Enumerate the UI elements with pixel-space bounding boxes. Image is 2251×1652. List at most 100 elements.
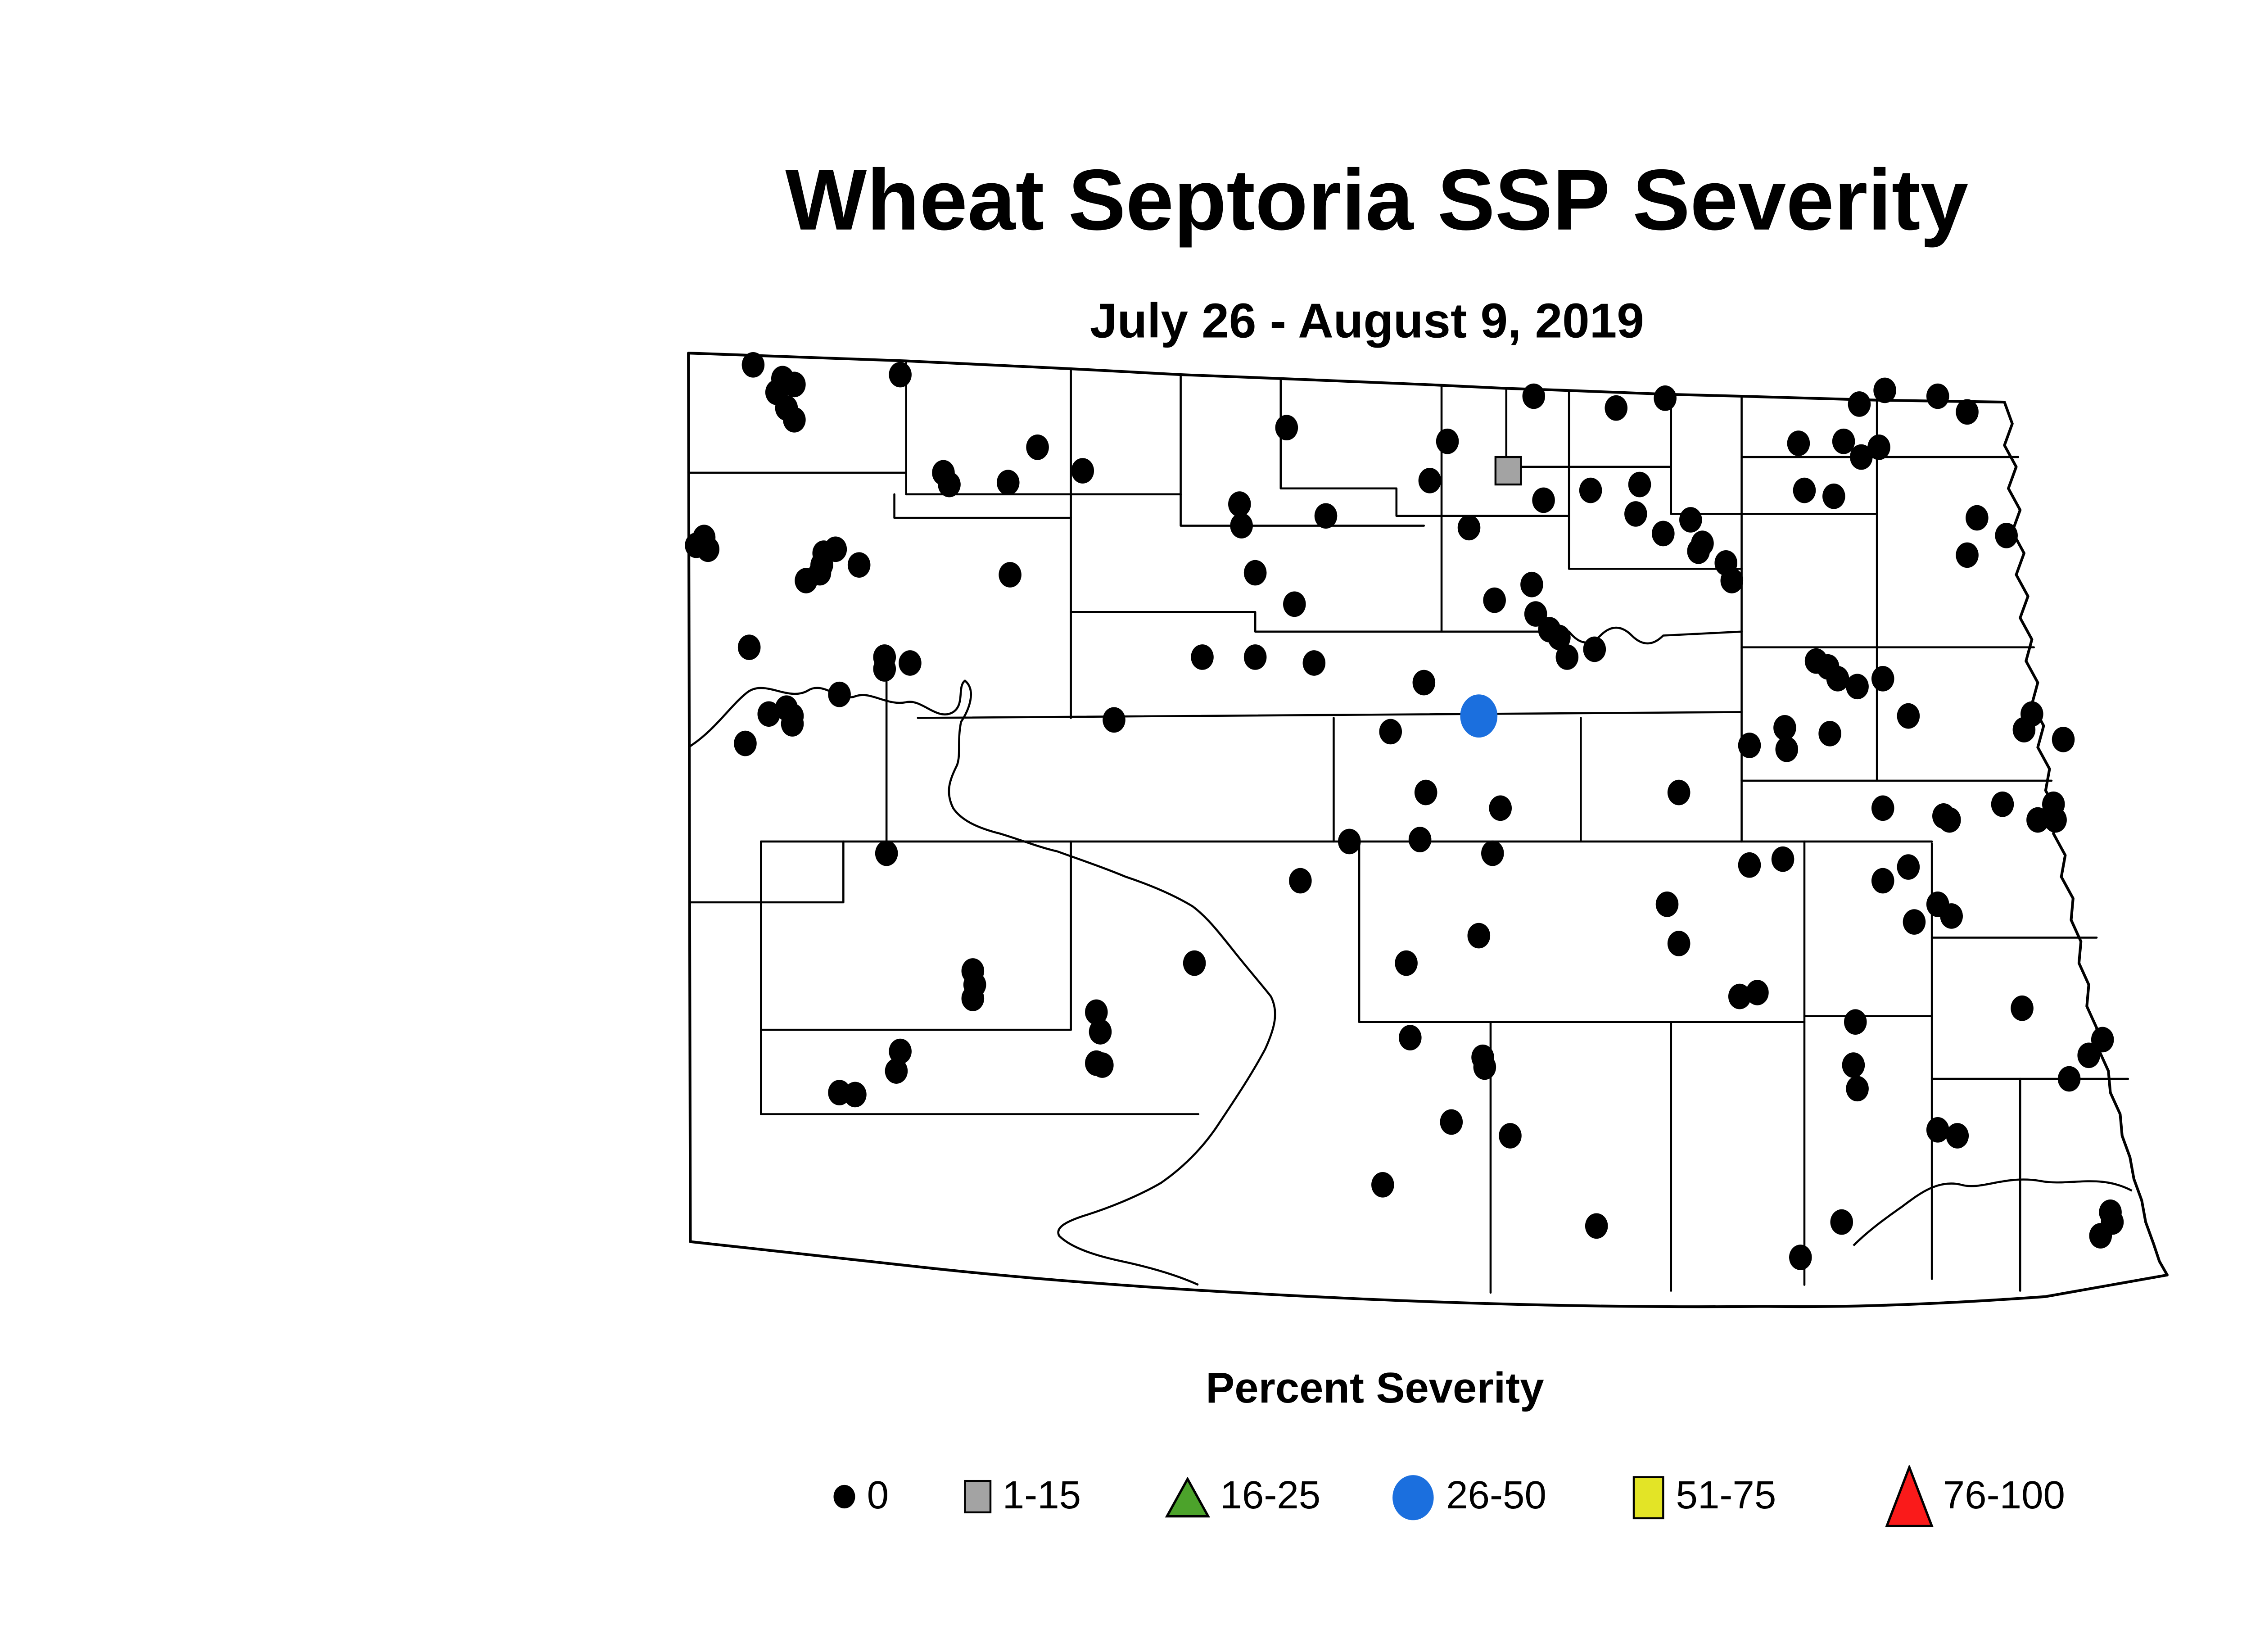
map-point-severity-0: [2026, 807, 2049, 833]
map-point-severity-0: [1826, 666, 1849, 692]
map-point-severity-0: [1773, 715, 1796, 741]
map-point-severity-0: [1793, 477, 1816, 503]
map-point-severity-0: [1103, 707, 1126, 733]
map-point-severity-0: [781, 711, 804, 737]
map-point-severity-0: [1548, 625, 1571, 651]
map-point-severity-0: [1897, 854, 1920, 880]
map-point-severity-0: [1399, 1025, 1422, 1050]
map-point-severity-0: [1026, 434, 1049, 460]
map-point-severity-0: [1871, 666, 1894, 692]
legend-symbol-circle-icon: [1393, 1474, 1434, 1520]
map-point-severity-0: [1771, 846, 1794, 872]
map-point-severity-0: [1457, 515, 1481, 541]
map-point-severity-0: [1085, 999, 1108, 1025]
figure-subtitle: July 26 - August 9, 2019: [1090, 294, 1644, 349]
map-point-severity-0: [1412, 670, 1436, 696]
map-point-severity-0: [741, 352, 765, 378]
map-point-severity-0: [1818, 721, 1841, 747]
legend-item-26-50: 26-50: [1391, 1472, 1546, 1521]
map-point-severity-0: [996, 470, 1020, 496]
map-point-severity-0: [1418, 468, 1442, 493]
map-point-severity-0: [1314, 503, 1338, 529]
map-point-severity-0: [1789, 1245, 1812, 1270]
map-point-severity-0: [1679, 507, 1702, 533]
map-point-severity-0: [2052, 727, 2075, 752]
map-point-severity-0: [1091, 1052, 1114, 1078]
legend-label: 16-25: [1220, 1474, 1321, 1517]
map-point-severity-0: [2077, 1042, 2100, 1068]
legend-symbol-triangle-icon: [1884, 1465, 1933, 1527]
map-point-severity-0: [1289, 868, 1312, 894]
map-point-severity-0: [1579, 477, 1602, 503]
legend-item-51-75: 51-75: [1633, 1474, 1776, 1519]
map-point-severity-0: [875, 840, 898, 866]
sheyenne-river: [1853, 1178, 2133, 1246]
map-point-severity-0: [1520, 571, 1543, 597]
legend-label: 0: [867, 1474, 889, 1517]
state-outline: [687, 352, 2169, 1308]
map-point-severity-0: [1844, 1009, 1867, 1035]
map-point-severity-0: [1746, 980, 1769, 1005]
map-point-severity-0: [1532, 487, 1555, 513]
map-point-severity-0: [1903, 909, 1926, 935]
map-point-severity-0: [1483, 587, 1506, 613]
map-point-severity-1-15: [1494, 456, 1522, 486]
map-point-severity-0: [844, 1082, 867, 1108]
map-point-severity-0: [1302, 650, 1326, 676]
legend-item-1-15: 1-15: [963, 1474, 1081, 1519]
map-point-severity-0: [961, 986, 985, 1011]
map-point-severity-0: [889, 362, 912, 388]
river-lines: [687, 679, 2133, 1286]
map-point-severity-0: [1467, 923, 1491, 949]
map-point-severity-0: [1846, 674, 1869, 700]
map-point-severity-0: [1775, 736, 1799, 762]
legend-item-76-100: 76-100: [1884, 1465, 2065, 1528]
map-point-severity-0: [999, 562, 1022, 588]
map-point-severity-0: [795, 568, 818, 593]
map-point-severity-0: [1846, 1076, 1869, 1102]
map-point-severity-0: [1583, 636, 1606, 662]
map-point-severity-0: [1071, 458, 1094, 484]
legend-symbol-triangle-icon: [1165, 1476, 1211, 1517]
map-point-severity-0: [1230, 513, 1253, 539]
map-point-severity-0: [1867, 434, 1890, 460]
map-point-severity-0: [1687, 538, 1710, 564]
map-point-severity-0: [1436, 428, 1459, 454]
map-point-severity-0: [1624, 501, 1647, 527]
map-point-severity-0: [1481, 840, 1504, 866]
map-point-severity-0: [847, 552, 871, 578]
map-point-severity-0: [1524, 601, 1547, 627]
legend-label: 76-100: [1943, 1474, 2065, 1517]
map-point-severity-0: [1871, 795, 1894, 821]
map-point-severity-0: [1830, 1209, 1853, 1235]
map-point-severity-0: [783, 407, 806, 433]
map-point-severity-0: [885, 1058, 908, 1084]
map-point-severity-0: [1379, 719, 1402, 745]
map-point-severity-0: [1283, 591, 1306, 617]
map-point-severity-0: [1473, 1054, 1496, 1080]
map-point-severity-0: [1667, 779, 1691, 806]
map-point-severity-0: [1871, 868, 1894, 894]
map-point-severity-0: [1897, 703, 1920, 729]
map-point-severity-0: [1940, 903, 1963, 929]
map-point-severity-0: [2044, 807, 2067, 833]
map-point-severity-0: [1489, 795, 1512, 821]
map-point-severity-0: [734, 730, 757, 756]
map-point-severity-0: [1089, 1019, 1112, 1045]
legend-label: 1-15: [1002, 1474, 1081, 1517]
legend-symbol-dot-icon: [833, 1485, 855, 1509]
map-point-severity-0: [1822, 483, 1845, 509]
map-point-severity-0: [1850, 444, 1873, 470]
legend-label: 51-75: [1676, 1474, 1776, 1517]
map-point-severity-0: [1654, 385, 1677, 411]
legend-title: Percent Severity: [1206, 1363, 1544, 1412]
map-point-severity-0: [1555, 644, 1579, 670]
map-point-severity-0: [1991, 791, 2014, 817]
map-point-severity-0: [1787, 430, 1810, 456]
legend-item-0: 0: [832, 1474, 889, 1519]
map-point-severity-0: [1848, 391, 1871, 417]
legend-label: 26-50: [1446, 1474, 1546, 1517]
map-point-severity-0: [1966, 505, 1989, 531]
